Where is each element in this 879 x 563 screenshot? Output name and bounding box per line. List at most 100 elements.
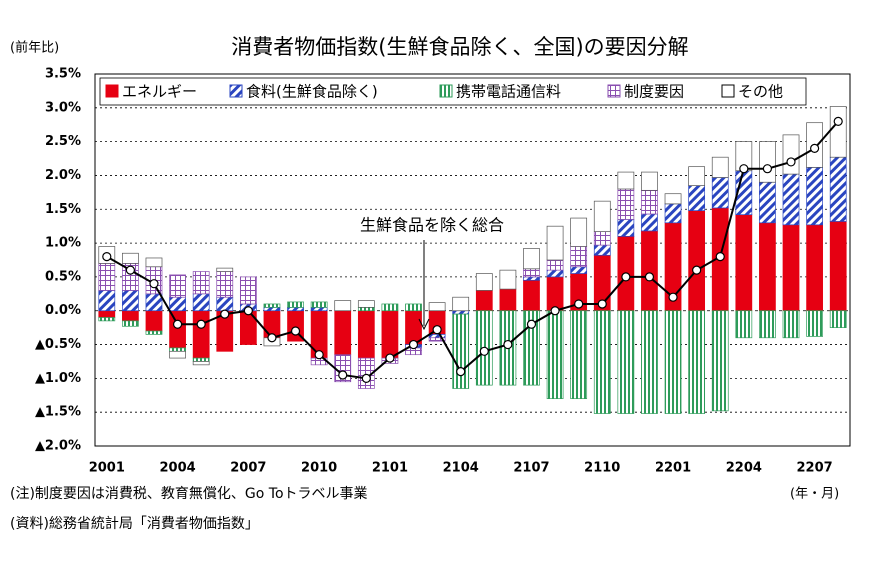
x-axis-label: (年・月) xyxy=(790,487,839,502)
line-point xyxy=(149,279,159,289)
bar-segment xyxy=(169,350,186,359)
bar-segment xyxy=(523,268,540,278)
line-point xyxy=(621,272,631,282)
bar-segment xyxy=(593,310,611,414)
bar-segment xyxy=(546,310,564,400)
x-tick-label: 2007 xyxy=(230,461,266,476)
x-tick-label: 2104 xyxy=(443,461,479,476)
bar-segment xyxy=(98,290,116,312)
y-tick-label: ▲2.0% xyxy=(35,439,81,454)
y-tick-label: 3.0% xyxy=(45,100,81,115)
bar-segment xyxy=(122,310,139,322)
line-point xyxy=(338,370,348,380)
line-point xyxy=(597,299,607,309)
bar-segment xyxy=(452,296,470,312)
y-tick-label: 1.0% xyxy=(45,236,81,251)
bar-segment xyxy=(216,296,234,312)
bar-segment xyxy=(735,310,753,339)
bar-segment xyxy=(452,310,470,315)
line-point xyxy=(314,350,324,360)
bar-segment xyxy=(806,224,823,312)
line-point xyxy=(243,306,253,316)
bar-segment xyxy=(98,310,116,318)
note: (注)制度要因は消費税、教育無償化、Go Toトラベル事業 xyxy=(10,486,368,502)
bar-segment xyxy=(829,221,847,312)
bar-segment xyxy=(381,303,399,312)
bar-segment xyxy=(428,337,446,342)
bar-segment xyxy=(617,188,635,220)
legend-label: 制度要因 xyxy=(624,83,684,101)
bar-segment xyxy=(475,273,493,291)
bar-segment xyxy=(145,310,163,332)
bar-segment xyxy=(688,166,706,186)
bar-segment xyxy=(405,310,422,345)
bar-segment xyxy=(664,193,682,205)
bar-segment xyxy=(546,269,564,278)
bar-segment xyxy=(617,310,635,414)
line-point xyxy=(810,143,820,153)
y-tick-label: ▲0.5% xyxy=(35,337,81,352)
bar-segment xyxy=(759,222,776,312)
bar-segment xyxy=(688,310,706,414)
line-point xyxy=(479,346,489,356)
line-point xyxy=(786,157,796,167)
line-point xyxy=(361,373,371,383)
legend-swatch xyxy=(607,84,621,98)
y-tick-label: 0.0% xyxy=(45,303,81,318)
note: (資料)総務省統計局「消費者物価指数」 xyxy=(10,516,259,532)
bar-segment xyxy=(310,301,328,308)
bar-segment xyxy=(98,317,116,322)
bar-segment xyxy=(570,266,588,274)
line-point xyxy=(715,252,725,262)
bar-segment xyxy=(664,203,682,224)
line-point xyxy=(739,164,749,174)
bar-segment xyxy=(688,210,706,312)
annotation-arrowhead xyxy=(418,318,430,331)
x-tick-label: 2101 xyxy=(372,461,408,476)
bar-segment xyxy=(617,171,635,190)
bar-segment xyxy=(617,219,635,237)
bar-segment xyxy=(216,271,234,298)
bar-segment xyxy=(357,310,375,359)
plot-area xyxy=(94,73,851,447)
bar-segment xyxy=(263,303,281,308)
bar-segment xyxy=(405,303,422,312)
annotation: 生鮮食品を除く総合 xyxy=(360,216,504,235)
bar-segment xyxy=(759,141,776,183)
y-tick-label: 2.5% xyxy=(45,134,81,149)
x-tick-label: 2004 xyxy=(159,461,195,476)
x-tick-label: 2201 xyxy=(655,461,691,476)
bar-segment xyxy=(546,225,564,261)
line-point xyxy=(196,319,206,329)
bar-segment xyxy=(98,263,116,291)
bar-segment xyxy=(570,246,588,268)
line-point xyxy=(762,164,773,174)
legend-swatch xyxy=(229,84,243,98)
bar-segment xyxy=(641,310,658,414)
line-point xyxy=(574,299,584,309)
bar-segment xyxy=(357,306,375,312)
bar-segment xyxy=(287,301,304,308)
bar-segment xyxy=(145,257,163,268)
bar-segment xyxy=(641,213,658,232)
legend-swatch xyxy=(721,84,735,98)
legend-swatch xyxy=(439,84,453,98)
bar-segment xyxy=(546,259,564,271)
bar-segment xyxy=(122,252,139,264)
bar-segment xyxy=(782,310,800,339)
x-tick-label: 2001 xyxy=(89,461,125,476)
bar-segment xyxy=(499,269,517,290)
bar-segment xyxy=(357,357,375,389)
bar-segment xyxy=(169,274,186,298)
bar-segment xyxy=(239,276,257,305)
y-tick-label: ▲1.0% xyxy=(35,371,81,386)
line-point xyxy=(385,353,395,363)
bar-segment xyxy=(523,248,540,270)
line-point xyxy=(833,116,843,126)
bar-segment xyxy=(334,310,352,356)
y-tick-label: 2.0% xyxy=(45,168,81,183)
bar-segment xyxy=(192,271,210,295)
bar-segment xyxy=(829,106,847,158)
bar-segment xyxy=(287,306,304,312)
bar-segment xyxy=(782,224,800,312)
